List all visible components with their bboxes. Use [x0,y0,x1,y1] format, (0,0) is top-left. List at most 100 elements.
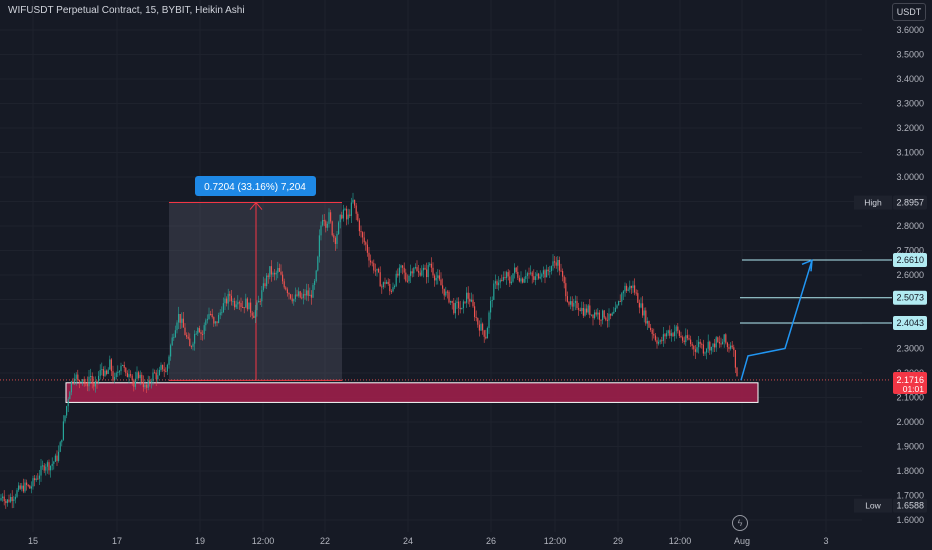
candle-body [562,271,564,277]
candle-body [272,273,274,275]
candle-body [419,272,421,276]
candle-body [539,276,541,279]
candle-body [211,313,213,318]
measure-label-text: 0.7204 (33.16%) 7,204 [204,182,306,193]
candle-body [131,375,133,381]
x-tick-label: 12:00 [252,536,275,546]
candle-body [392,287,394,292]
candle-body [371,262,373,264]
candle-body [490,300,492,313]
target-label-value: 2.5073 [896,293,924,303]
candle-body [491,299,493,301]
high-label-value: 2.8957 [896,198,924,208]
candle-body [645,310,647,324]
candle-body [683,340,685,343]
candle-body [320,225,322,236]
candle-body [722,341,724,345]
lightning-icon[interactable]: ϟ [732,515,748,531]
candle-body [189,338,191,347]
projection-path [740,260,813,381]
candle-body [304,294,306,296]
candle-body [530,272,532,274]
candle-body [550,266,552,272]
candle-body [552,261,554,267]
candle-body [635,292,637,294]
candle-body [328,212,330,224]
candle-body [525,275,527,279]
candle-body [670,333,672,336]
candle-body [126,373,128,378]
candle-body [704,352,706,354]
candle-body [488,312,490,328]
candle-body [13,499,15,502]
candle-body [608,313,610,321]
candle-body [437,275,439,278]
candle-body [438,275,440,280]
x-tick-label: 24 [403,536,413,546]
candle-body [445,291,447,296]
candle-body [410,271,412,276]
high-label-tag-bg [854,195,892,210]
candle-body [80,381,82,383]
candle-body [512,273,514,282]
candle-body [362,232,364,238]
candle-body [674,331,676,337]
candle-body [186,335,188,337]
candle-body [341,214,343,219]
candle-body [728,347,730,349]
candle-body [416,267,418,272]
candle-body [218,315,220,324]
candle-body [296,294,298,296]
candle-body [696,347,698,352]
support-zone [65,382,759,403]
candle-body [40,465,42,476]
candle-body [336,233,338,244]
candle-body [352,199,354,203]
candle-body [658,341,660,344]
candle-body [123,364,125,368]
candle-body [618,301,620,306]
candle-body [101,369,103,371]
candle-body [192,343,194,347]
candle-body [446,291,448,293]
high-label-tag: High [864,198,882,208]
y-tick-label: 2.0000 [896,417,924,427]
candle-body [429,263,431,266]
candle-body [157,375,159,380]
candle-body [307,290,309,296]
candle-body [210,313,212,315]
candle-body [338,222,340,234]
candle-body [638,302,640,308]
x-tick-label: 17 [112,536,122,546]
candle-body [235,304,237,308]
candle-body [50,465,52,471]
candle-body [136,372,138,379]
candle-body [547,269,549,272]
candle-body [450,300,452,303]
candle-body [736,367,738,377]
candle-body [506,272,508,278]
candle-body [278,268,280,272]
candle-body [243,307,245,309]
candle-body [347,214,349,220]
candle-body [182,318,184,328]
candle-body [317,256,319,271]
candle-body [147,380,149,388]
candle-body [250,302,252,313]
candle-body [176,322,178,331]
candle-body [238,302,240,304]
candle-body [600,319,602,321]
candle-body [173,337,175,339]
candle-body [333,235,335,238]
candle-body [264,283,266,287]
candle-body [389,284,391,292]
last-price-countdown: 01:01 [903,384,925,394]
candle-body [195,333,197,335]
candle-body [466,292,468,303]
candle-body [93,383,95,387]
candle-body [541,274,543,277]
y-tick-label: 1.8000 [896,466,924,476]
currency-button[interactable]: USDT [892,3,926,21]
candle-body [294,294,296,300]
